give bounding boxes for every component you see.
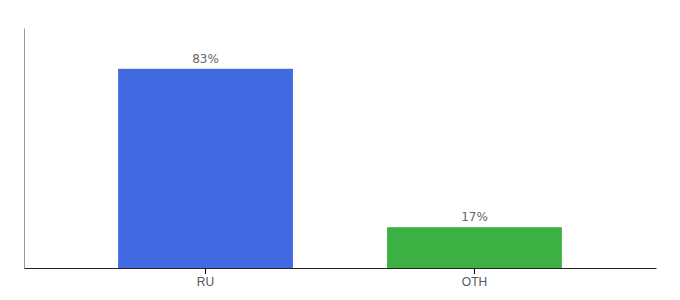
bar — [118, 69, 293, 268]
x-tick: OTH — [462, 268, 487, 289]
x-tick-mark — [474, 268, 475, 274]
chart-container: RU OTH 83% 17% — [0, 0, 680, 300]
bars — [118, 69, 562, 268]
x-tick: RU — [197, 268, 214, 289]
x-tick-label: RU — [197, 275, 214, 289]
data-label: 17% — [461, 210, 488, 224]
y-axis — [24, 29, 25, 269]
chart: RU OTH 83% 17% — [0, 0, 680, 300]
x-axis: RU OTH — [25, 268, 657, 289]
bar — [387, 227, 562, 268]
x-tick-label: OTH — [462, 275, 487, 289]
y-axis-line — [24, 29, 25, 269]
x-axis-line — [25, 268, 657, 269]
x-tick-mark — [205, 268, 206, 274]
data-labels: 83% 17% — [192, 52, 488, 224]
data-label: 83% — [192, 52, 219, 66]
plot-area: RU OTH 83% 17% — [25, 29, 657, 289]
